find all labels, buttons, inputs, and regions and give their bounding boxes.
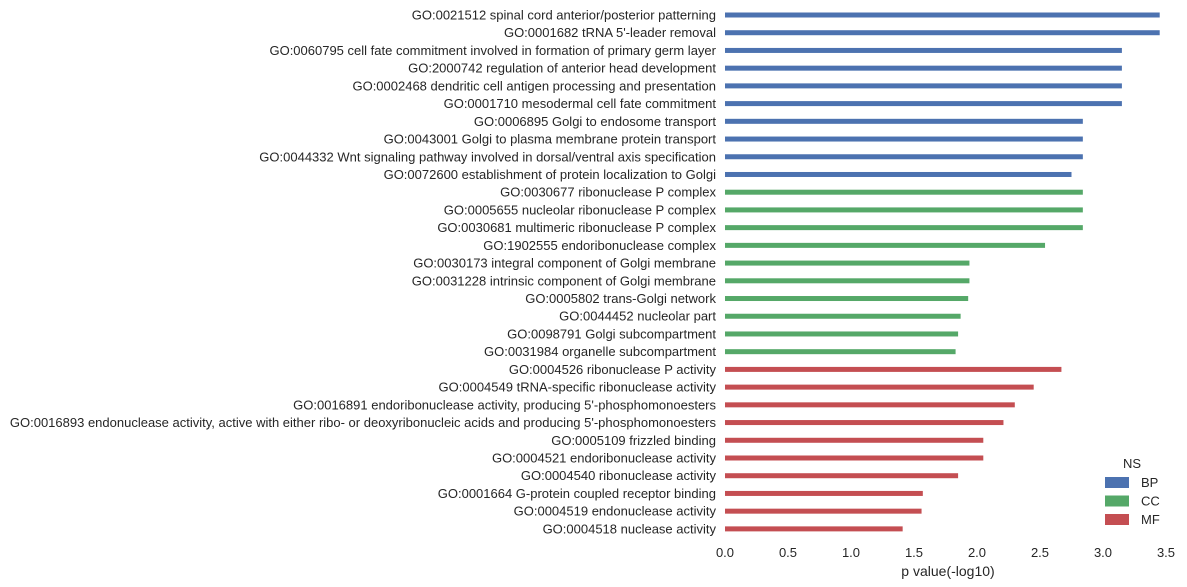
bar — [725, 171, 1072, 177]
bar — [725, 366, 1062, 372]
category-label: GO:1902555 endoribonuclease complex — [483, 238, 716, 253]
bar — [725, 260, 970, 266]
legend-title: NS — [1123, 456, 1141, 471]
category-label: GO:0031228 intrinsic component of Golgi … — [412, 273, 716, 288]
category-label: GO:0001664 G-protein coupled receptor bi… — [438, 486, 716, 501]
bar — [725, 225, 1083, 231]
bar — [725, 83, 1122, 89]
category-label: GO:0098791 Golgi subcompartment — [507, 326, 716, 341]
category-label: GO:0004540 ribonuclease activity — [521, 468, 717, 483]
bar — [725, 30, 1160, 36]
category-label: GO:0001710 mesodermal cell fate commitme… — [444, 96, 717, 111]
category-label: GO:0005802 trans-Golgi network — [525, 291, 716, 306]
bar — [725, 65, 1122, 71]
category-label: GO:0044452 nucleolar part — [559, 309, 716, 324]
x-tick-label: 3.0 — [1094, 545, 1112, 560]
category-label: GO:0004521 endoribonuclease activity — [492, 451, 717, 466]
bar — [725, 473, 959, 479]
bar — [725, 313, 961, 319]
x-tick-label: 0.0 — [716, 545, 734, 560]
bar — [725, 526, 903, 532]
bar — [725, 384, 1034, 390]
category-label: GO:0021512 spinal cord anterior/posterio… — [412, 8, 716, 23]
bar — [725, 278, 970, 284]
bar — [725, 47, 1122, 53]
x-tick-label: 0.5 — [779, 545, 797, 560]
x-axis-title: p value(-log10) — [901, 563, 994, 579]
category-label: GO:0004549 tRNA-specific ribonuclease ac… — [439, 380, 717, 395]
legend-label: BP — [1141, 475, 1158, 490]
bar — [725, 331, 959, 337]
bar — [725, 490, 923, 496]
bar — [725, 349, 956, 355]
legend-swatch — [1105, 514, 1129, 525]
bar — [725, 437, 984, 443]
category-label: GO:0060795 cell fate commitment involved… — [269, 43, 716, 58]
category-label: GO:0005655 nucleolar ribonuclease P comp… — [444, 202, 717, 217]
category-label: GO:0002468 dendritic cell antigen proces… — [352, 78, 716, 93]
bar — [725, 12, 1160, 18]
bar — [725, 455, 984, 461]
legend-swatch — [1105, 495, 1129, 507]
category-label: GO:0016893 endonuclease activity, active… — [10, 415, 717, 430]
category-label: GO:0001682 tRNA 5'-leader removal — [504, 25, 716, 40]
bar — [725, 508, 922, 514]
bar — [725, 118, 1083, 124]
category-label: GO:0043001 Golgi to plasma membrane prot… — [384, 132, 717, 147]
x-tick-label: 2.5 — [1031, 545, 1049, 560]
x-axis: p value(-log10) 0.0 0.5 1.0 1.5 2.0 2.5 3.0 3.5 — [716, 545, 1175, 579]
bar — [725, 189, 1083, 195]
category-label: GO:2000742 regulation of anterior head d… — [408, 61, 716, 76]
bar — [725, 154, 1083, 160]
legend-label: CC — [1141, 494, 1160, 509]
category-label: GO:0030677 ribonuclease P complex — [500, 185, 716, 200]
bar — [725, 136, 1083, 142]
legend: NS BP CC MF — [1105, 456, 1160, 527]
bar — [725, 420, 1004, 426]
category-label: GO:0031984 organelle subcompartment — [484, 344, 716, 359]
x-tick-label: 3.5 — [1157, 545, 1175, 560]
x-tick-label: 1.0 — [842, 545, 860, 560]
legend-swatch — [1105, 477, 1129, 488]
category-label: GO:0004519 endonuclease activity — [514, 504, 717, 519]
category-label: GO:0004526 ribonuclease P activity — [509, 362, 717, 377]
category-label: GO:0006895 Golgi to endosome transport — [474, 114, 716, 129]
bar — [725, 207, 1083, 213]
category-labels: GO:0021512 spinal cord anterior/posterio… — [10, 8, 717, 537]
category-label: GO:0072600 establishment of protein loca… — [384, 167, 717, 182]
bars-layer — [725, 12, 1160, 532]
legend-label: MF — [1141, 512, 1160, 527]
bar — [725, 296, 969, 302]
x-tick-label: 2.0 — [968, 545, 986, 560]
category-label: GO:0004518 nuclease activity — [543, 521, 717, 536]
x-tick-label: 1.5 — [905, 545, 923, 560]
bar — [725, 242, 1046, 248]
bar — [725, 402, 1015, 408]
category-label: GO:0005109 frizzled binding — [551, 433, 716, 448]
category-label: GO:0030681 multimeric ribonuclease P com… — [437, 220, 716, 235]
category-label: GO:0044332 Wnt signaling pathway involve… — [259, 149, 716, 164]
category-label: GO:0016891 endoribonuclease activity, pr… — [293, 397, 716, 412]
bar — [725, 101, 1122, 107]
category-label: GO:0030173 integral component of Golgi m… — [413, 256, 716, 271]
